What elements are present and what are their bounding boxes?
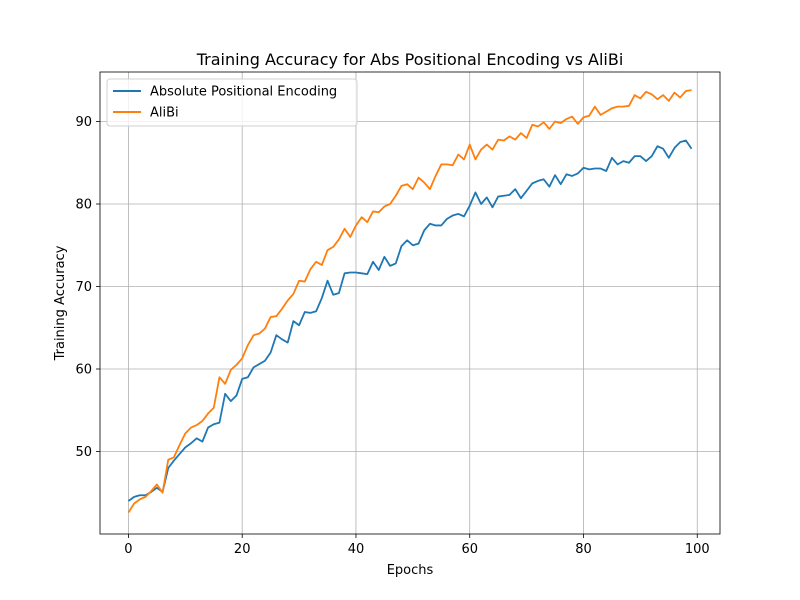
x-tick-label: 80	[575, 542, 592, 557]
plot-area-frame	[99, 71, 721, 535]
legend-label-absolute: Absolute Positional Encoding	[150, 85, 337, 100]
series-line-absolute-positional-encoding	[127, 139, 693, 502]
y-tick-label: 90	[75, 115, 92, 130]
x-axis-label: Epochs	[387, 563, 434, 578]
x-tick-label: 20	[234, 542, 251, 557]
x-axis-ticks: 0 20 40 60 80 100	[124, 534, 710, 557]
legend: Absolute Positional Encoding AliBi	[106, 78, 358, 127]
y-tick-label: 60	[75, 363, 92, 378]
x-tick-label: 40	[348, 542, 365, 557]
series-line-alibi	[127, 89, 692, 514]
y-tick-label: 80	[75, 198, 92, 213]
gridlines	[100, 72, 720, 534]
x-tick-label: 60	[461, 542, 478, 557]
y-tick-label: 50	[75, 445, 92, 460]
x-tick-label: 100	[685, 542, 710, 557]
series-lines	[127, 89, 693, 514]
y-tick-label: 70	[75, 280, 92, 295]
legend-box	[106, 78, 358, 127]
y-axis-ticks: 50 60 70 80 90	[75, 115, 100, 460]
chart-title: Training Accuracy for Abs Positional Enc…	[196, 50, 624, 69]
y-axis-label: Training Accuracy	[53, 245, 68, 361]
legend-label-alibi: AliBi	[150, 106, 179, 121]
x-tick-label: 0	[124, 542, 132, 557]
